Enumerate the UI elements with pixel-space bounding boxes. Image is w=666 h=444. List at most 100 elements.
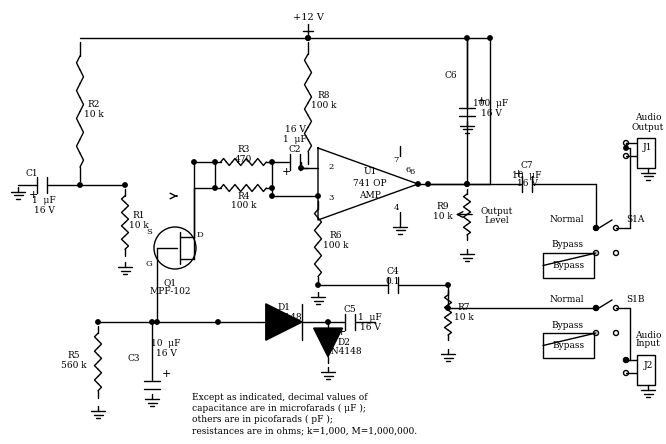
Text: Audio: Audio [635,114,661,123]
Bar [637,355,655,385]
Text: S: S [146,228,152,236]
Text: Except as indicated, decimal values of: Except as indicated, decimal values of [192,393,368,402]
Text: 1  μF: 1 μF [283,135,307,143]
Text: J2: J2 [643,361,653,369]
Circle shape [488,36,492,40]
Text: S1B: S1B [626,296,645,305]
Text: S1A: S1A [626,215,645,225]
Text: others are in picofarads ( pF );: others are in picofarads ( pF ); [192,415,333,424]
Text: C5: C5 [344,305,356,313]
Text: AMP: AMP [359,191,381,201]
Circle shape [316,194,320,198]
Text: 4: 4 [393,204,399,212]
Text: 100 k: 100 k [311,102,337,111]
Circle shape [96,320,100,324]
Text: 16 V: 16 V [284,126,306,135]
Circle shape [624,358,628,362]
Circle shape [465,36,470,40]
Circle shape [594,226,598,230]
Circle shape [426,182,430,186]
Circle shape [192,160,196,164]
Text: D1: D1 [278,304,290,313]
Text: 100 k: 100 k [230,202,256,210]
Text: 560 k: 560 k [61,361,87,369]
Text: Input: Input [635,340,661,349]
Text: Bypass: Bypass [552,341,585,350]
Text: 3: 3 [328,194,334,202]
Circle shape [270,186,274,190]
Text: +: + [477,96,486,106]
Text: 6: 6 [410,168,415,176]
Text: 16 V: 16 V [517,179,537,189]
Text: D: D [197,231,204,239]
Text: +: + [281,167,290,177]
Text: R1: R1 [133,211,145,220]
Circle shape [465,182,470,186]
Text: 741 OP: 741 OP [353,179,387,189]
Circle shape [78,183,82,187]
Circle shape [326,320,330,324]
Text: capacitance are in microfarads ( μF );: capacitance are in microfarads ( μF ); [192,404,366,413]
Circle shape [270,160,274,164]
Text: 100 k: 100 k [323,242,349,250]
Text: 1N4148: 1N4148 [326,347,362,356]
Text: D2: D2 [338,338,350,347]
Text: 2: 2 [328,163,333,171]
Text: J1: J1 [643,143,653,152]
Circle shape [123,183,127,187]
Circle shape [594,306,598,310]
Text: MPF-102: MPF-102 [149,288,190,297]
Text: resistances are in ohms; k=1,000, M=1,000,000.: resistances are in ohms; k=1,000, M=1,00… [192,426,417,435]
Text: 16 V: 16 V [360,322,380,332]
Text: 0.1: 0.1 [386,277,400,285]
Text: 6: 6 [406,166,411,174]
Text: +: + [162,369,171,379]
Circle shape [306,36,310,40]
Circle shape [446,283,450,287]
Text: 470: 470 [235,155,252,163]
Text: 1  μF: 1 μF [358,313,382,321]
Text: G: G [146,260,153,268]
Text: C1: C1 [26,169,39,178]
Text: R3: R3 [237,146,250,155]
Text: +: + [336,327,346,337]
Text: R5: R5 [68,350,81,360]
Circle shape [316,283,320,287]
Text: 100  μF: 100 μF [474,99,509,107]
Text: U1: U1 [364,167,377,177]
Text: 7: 7 [394,156,399,164]
Text: C7: C7 [521,162,533,170]
Circle shape [155,320,159,324]
Text: 10  μF: 10 μF [512,170,541,179]
Circle shape [624,146,628,150]
Circle shape [213,160,217,164]
Text: Bypass: Bypass [552,321,584,329]
Circle shape [270,194,274,198]
Text: Bypass: Bypass [552,241,584,250]
Circle shape [416,182,420,186]
Circle shape [213,186,217,190]
Polygon shape [314,328,342,357]
Text: Normal: Normal [549,215,584,225]
Bar [543,253,594,278]
Text: C3: C3 [128,354,141,363]
Text: Q1: Q1 [163,278,176,288]
Text: C4: C4 [387,267,400,277]
Text: 16 V: 16 V [156,349,176,358]
Text: 16 V: 16 V [481,108,501,118]
Text: 16 V: 16 V [33,206,55,215]
Circle shape [446,306,450,310]
Text: R4: R4 [237,193,250,202]
Polygon shape [266,304,302,340]
Text: Level: Level [485,217,509,226]
Text: Output: Output [632,123,664,131]
Text: Output: Output [481,207,513,217]
Text: R6: R6 [330,231,342,241]
Text: 10 k: 10 k [129,221,149,230]
Text: R2: R2 [88,100,100,109]
Text: Bypass: Bypass [552,261,585,270]
Text: 10 k: 10 k [84,110,104,119]
Bar [543,333,594,358]
Text: +: + [29,190,38,200]
Text: 1N4148: 1N4148 [266,313,302,321]
